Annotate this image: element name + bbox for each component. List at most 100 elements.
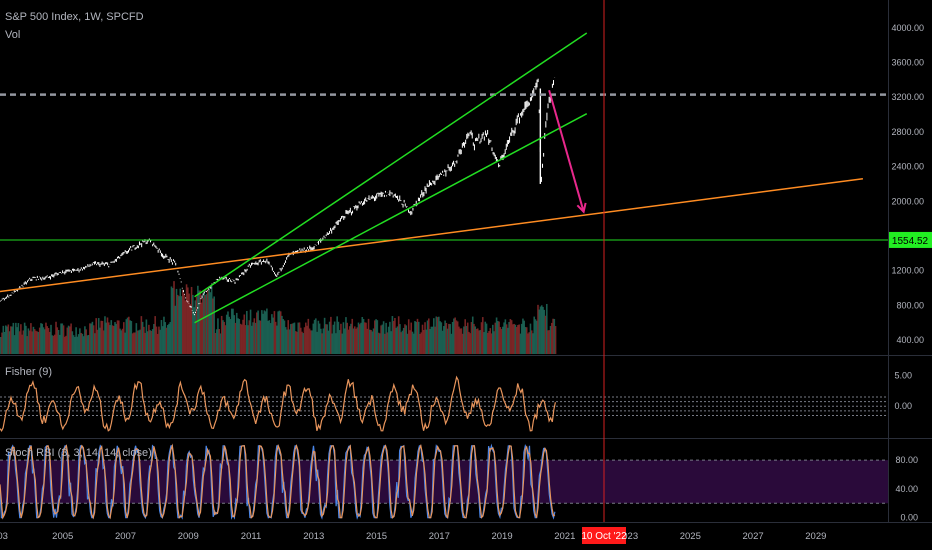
volume-bar: [471, 316, 474, 354]
volume-bar: [56, 327, 59, 354]
volume-bar: [458, 326, 460, 354]
volume-bar: [514, 324, 517, 354]
channel-upper-line[interactable]: [194, 32, 588, 298]
volume-bar: [308, 328, 311, 354]
volume-bar: [479, 330, 482, 354]
volume-bar: [380, 325, 382, 354]
volume-bar: [76, 336, 79, 354]
volume-bar: [315, 318, 317, 354]
price-axis-tick: 400.00: [896, 335, 924, 345]
volume-bar: [553, 318, 556, 354]
volume-bar: [70, 323, 72, 354]
volume-bar: [2, 325, 5, 354]
volume-bar: [370, 330, 372, 354]
volume-bar: [434, 326, 436, 354]
volume-bar: [527, 333, 529, 354]
volume-bar: [79, 328, 81, 354]
volume-bar: [0, 336, 2, 354]
volume-bar: [436, 317, 439, 354]
volume-bar: [50, 324, 52, 354]
volume-bar: [11, 326, 13, 354]
volume-bar: [69, 326, 71, 354]
volume-bar: [509, 319, 512, 354]
volume-bar: [401, 330, 404, 354]
volume-bar: [286, 329, 288, 354]
volume-bar: [72, 335, 75, 354]
fisher-axis-tick: 0.00: [894, 401, 912, 411]
volume-bar: [420, 332, 423, 354]
volume-bar: [518, 324, 520, 354]
volume-bar: [116, 320, 119, 354]
volume-bar: [327, 330, 330, 354]
time-axis-tick: 2009: [178, 531, 199, 542]
volume-bar: [530, 330, 533, 354]
volume-bar: [369, 329, 371, 354]
volume-bar: [328, 321, 331, 354]
volume-bar: [529, 323, 532, 354]
volume-bar: [159, 329, 162, 354]
volume-bar: [427, 318, 430, 354]
volume-bar: [240, 324, 243, 354]
volume-bar: [281, 315, 283, 354]
orange-trendline[interactable]: [0, 177, 863, 293]
volume-bar: [372, 328, 375, 354]
volume-bar: [75, 327, 77, 354]
volume-bar: [183, 293, 185, 354]
stoch-pane[interactable]: [0, 443, 888, 520]
volume-bar: [348, 326, 351, 354]
volume-bar: [27, 328, 30, 354]
volume-bar: [459, 328, 461, 354]
volume-bar: [237, 318, 239, 354]
projection-arrow[interactable]: [548, 89, 585, 212]
volume-bar: [480, 322, 483, 354]
volume-bar: [20, 324, 22, 354]
volume-bar: [254, 322, 257, 354]
fisher-pane[interactable]: [0, 375, 888, 432]
volume-bar: [366, 328, 369, 354]
volume-bar: [271, 314, 273, 354]
volume-bar: [542, 306, 544, 354]
volume-bar: [421, 324, 424, 354]
volume-bar: [176, 294, 179, 354]
volume-bar: [474, 326, 477, 354]
volume-bar: [163, 316, 165, 354]
volume-bar: [357, 322, 360, 354]
volume-bar: [80, 332, 82, 354]
volume-bar: [129, 320, 131, 354]
volume-bar: [444, 320, 446, 354]
stoch-d-line: [0, 443, 556, 520]
volume-bar: [81, 333, 84, 354]
volume-bar: [252, 322, 254, 354]
volume-bar: [399, 324, 401, 354]
volume-bar: [228, 316, 231, 354]
volume-bar: [410, 322, 413, 354]
price-pane[interactable]: [0, 77, 557, 354]
volume-bar: [21, 334, 23, 354]
volume-bar: [86, 335, 89, 354]
volume-bar: [283, 320, 286, 354]
volume-bar: [257, 310, 259, 354]
volume-bar: [469, 333, 472, 354]
volume-bar: [3, 331, 6, 354]
volume-bar: [104, 316, 106, 354]
volume-bar: [450, 333, 453, 354]
price-axis-tick: 3600.00: [891, 57, 924, 67]
volume-bar: [266, 308, 268, 354]
volume-bar: [394, 317, 396, 354]
volume-bar: [331, 333, 333, 354]
volume-bar: [87, 334, 90, 354]
price-axis-tick: 2000.00: [891, 196, 924, 206]
volume-bar: [402, 327, 405, 354]
volume-bar: [492, 324, 494, 354]
volume-bar: [193, 307, 195, 354]
volume-bar: [465, 326, 468, 354]
volume-bar: [355, 328, 357, 354]
volume-bar: [33, 329, 36, 354]
volume-bar: [105, 322, 108, 354]
volume-bar: [489, 328, 492, 354]
volume-bar: [10, 326, 12, 354]
channel-lower-line[interactable]: [194, 112, 588, 324]
